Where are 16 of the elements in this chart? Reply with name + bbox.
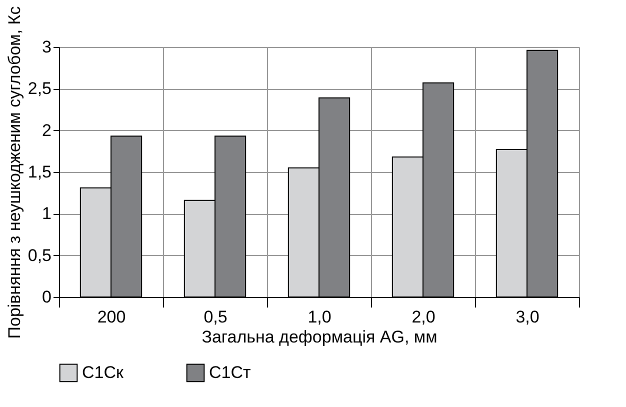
- y-tick-label: 1,5: [28, 162, 52, 182]
- x-tick-label: 200: [97, 308, 126, 326]
- x-tick-label: 2,0: [412, 308, 436, 326]
- x-tick-label: 1,0: [308, 308, 332, 326]
- y-tick-label: 0,5: [28, 246, 52, 265]
- y-tick-label: 2: [42, 120, 52, 140]
- y-tick-label: 3: [42, 38, 52, 56]
- y-tick-label: 0: [42, 288, 52, 306]
- x-tick-label: 3,0: [516, 308, 540, 326]
- legend-label: С1Ст: [209, 362, 252, 382]
- y-tick-label: 1: [42, 204, 52, 224]
- legend-label: С1Ск: [82, 362, 124, 382]
- x-axis-title: Загальна деформація AG, мм: [202, 328, 438, 346]
- x-tick-label: 0,5: [204, 308, 228, 326]
- y-axis-title: Порівняння з неушкодженим суглобом, Кс: [4, 6, 24, 339]
- y-tick-label: 2,5: [28, 79, 52, 98]
